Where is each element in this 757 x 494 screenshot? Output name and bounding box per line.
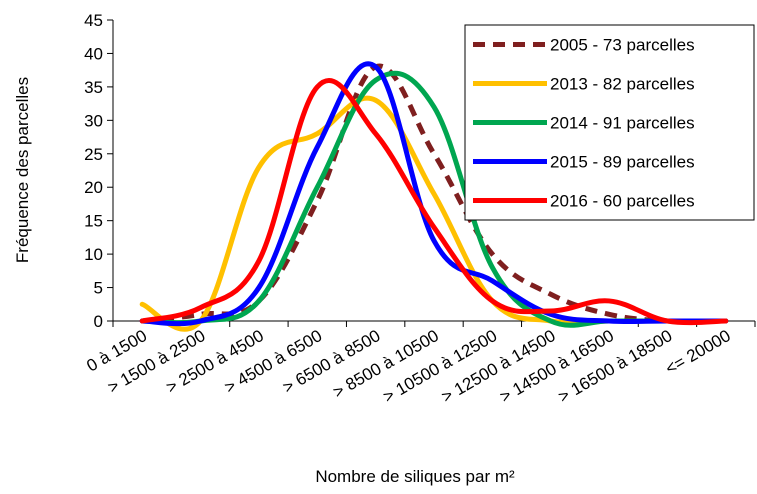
y-tick-label: 0 (94, 312, 103, 331)
x-axis-title: Nombre de siliques par m² (315, 467, 515, 486)
legend-label: 2013 - 82 parcelles (550, 75, 695, 94)
series-line (141, 63, 726, 325)
series-line (139, 78, 729, 326)
y-axis-title: Fréquence des parcelles (13, 77, 32, 263)
y-tick-label: 35 (84, 78, 103, 97)
x-tick-label: > 1500 à 2500 (104, 326, 208, 397)
legend-label: 2005 - 73 parcelles (550, 36, 695, 55)
y-tick-label: 20 (84, 178, 103, 197)
x-tick-label: <= 20000 (662, 326, 734, 378)
y-tick-label: 40 (84, 44, 103, 63)
y-tick-label: 45 (84, 11, 103, 30)
series-line (139, 61, 729, 327)
y-tick-label: 15 (84, 212, 103, 231)
legend-label: 2016 - 60 parcelles (550, 192, 695, 211)
x-tick-label: > 2500 à 4500 (163, 326, 267, 397)
x-tick-label: > 4500 à 6500 (221, 326, 325, 397)
y-tick-label: 10 (84, 245, 103, 264)
legend-label: 2015 - 89 parcelles (550, 153, 695, 172)
y-tick-label: 30 (84, 111, 103, 130)
y-tick-label: 5 (94, 279, 103, 298)
legend-label: 2014 - 91 parcelles (550, 114, 695, 133)
y-tick-label: 25 (84, 145, 103, 164)
